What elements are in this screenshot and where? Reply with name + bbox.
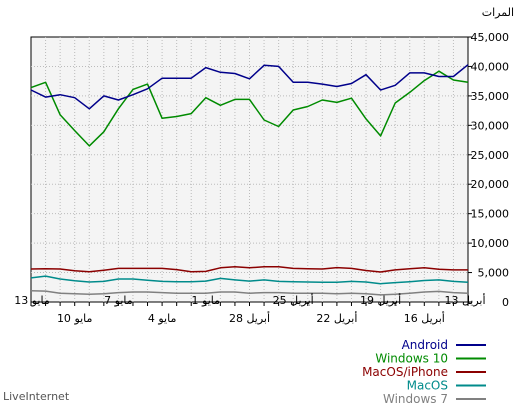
series-line-macos-iphone — [30, 265, 468, 273]
x-tick-label: 16 أبريل — [404, 311, 445, 325]
legend-label: Windows 10 — [375, 352, 448, 366]
x-tick-label: 28 أبريل — [229, 311, 270, 325]
x-tick-label: 13 أبريل — [444, 293, 485, 307]
series-line-macos — [30, 275, 469, 285]
footer-brand: LiveInternet — [3, 390, 70, 403]
x-tick-label: 22 أبريل — [316, 311, 357, 325]
y-tick-label: 20,000 — [471, 178, 510, 191]
y-tick-label: 0 — [502, 296, 509, 309]
x-tick-label: 19 أبريل — [360, 293, 401, 307]
legend-label: MacOS/iPhone — [362, 365, 448, 379]
y-tick-label: 10,000 — [471, 237, 510, 250]
y-tick-label: 35,000 — [471, 90, 510, 103]
x-tick-label: 1 مايو — [192, 294, 221, 307]
legend-label: MacOS — [407, 379, 448, 393]
x-tick-label: 4 مايو — [148, 312, 177, 325]
y-axis-label: المرات — [482, 6, 514, 19]
legend-label: Android — [402, 338, 448, 352]
series-line-android — [30, 64, 469, 110]
legend-label: Windows 7 — [383, 392, 448, 405]
x-tick-label: 13 مايو — [14, 294, 50, 307]
y-tick-label: 40,000 — [471, 60, 510, 73]
series-line-windows-10 — [30, 70, 469, 147]
y-tick-label: 30,000 — [471, 119, 510, 132]
x-tick-label: 25 أبريل — [273, 293, 314, 307]
x-tick-label: 10 مايو — [57, 312, 93, 325]
y-tick-label: 5,000 — [478, 267, 510, 280]
series-line-windows-7 — [30, 290, 469, 296]
x-tick-label: 7 مايو — [104, 294, 133, 307]
y-axis: 0 5,000 10,000 15,000 20,000 25,000 30,000 35,0… — [468, 31, 509, 309]
x-axis: 13 مايو 7 مايو 1 مايو 25 أبريل 19 أبريل 13 أب… — [14, 293, 485, 325]
y-tick-label: 25,000 — [471, 149, 510, 162]
y-tick-label: 15,000 — [471, 208, 510, 221]
series-group — [30, 64, 469, 296]
grid — [31, 37, 468, 302]
y-tick-label: 45,000 — [471, 31, 510, 44]
